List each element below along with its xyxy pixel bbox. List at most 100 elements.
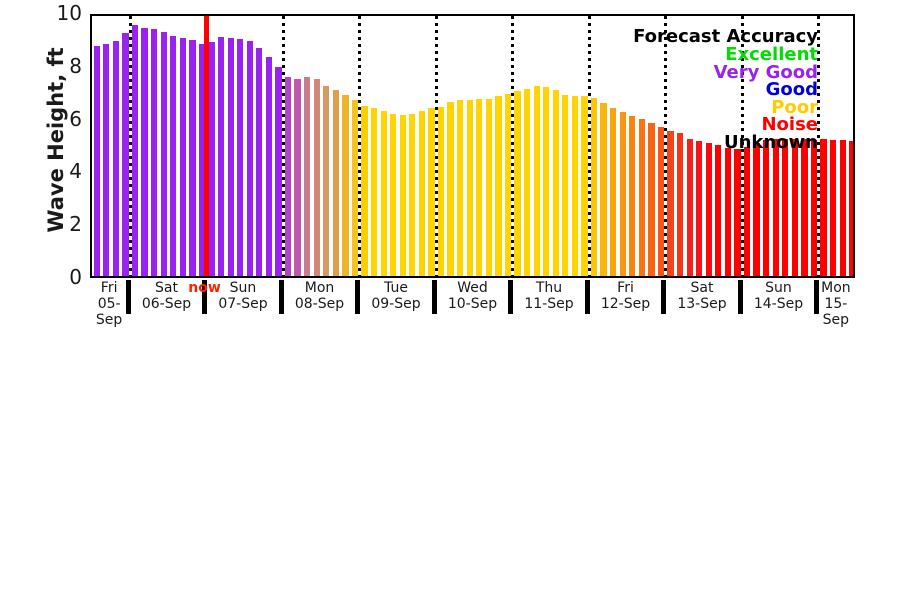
bar bbox=[256, 47, 263, 276]
bar bbox=[418, 111, 426, 276]
x-axis-day-label: Sat 13-Sep bbox=[664, 280, 741, 312]
x-axis-day-separator bbox=[125, 280, 131, 314]
bar bbox=[629, 116, 636, 276]
plot-area bbox=[90, 14, 855, 278]
x-axis-day-of-week: Sat bbox=[690, 280, 714, 296]
bar bbox=[237, 38, 244, 276]
day-boundary-gridline bbox=[664, 16, 668, 276]
bar bbox=[829, 140, 837, 276]
x-axis-day-of-week: Mon bbox=[821, 280, 851, 296]
x-axis-day-label: Mon 08-Sep bbox=[281, 280, 358, 312]
x-axis-day-of-week: Thu bbox=[535, 280, 563, 296]
bar bbox=[304, 76, 311, 276]
x-axis-date: 11-Sep bbox=[524, 296, 574, 312]
x-axis-day-label: Wed 10-Sep bbox=[434, 280, 511, 312]
bar bbox=[772, 138, 779, 276]
x-axis-day-label: Sun 14-Sep bbox=[740, 280, 817, 312]
legend-entry-unknown: Unknown bbox=[723, 131, 818, 153]
x-axis-date: 10-Sep bbox=[447, 296, 498, 312]
bar bbox=[198, 43, 206, 276]
x-axis-date: 06-Sep bbox=[141, 296, 192, 312]
bar bbox=[763, 140, 770, 276]
bar bbox=[820, 138, 827, 276]
bar bbox=[782, 138, 789, 276]
x-axis-day-separator bbox=[202, 280, 208, 314]
bar bbox=[600, 103, 607, 276]
x-axis-day-label: Mon 15-Sep bbox=[817, 280, 855, 328]
bar bbox=[380, 111, 387, 276]
day-boundary-gridline bbox=[587, 16, 591, 276]
bar bbox=[485, 99, 492, 276]
bar bbox=[437, 107, 445, 276]
bar bbox=[657, 126, 665, 276]
bar bbox=[399, 114, 406, 276]
legend-entry-good: Good bbox=[765, 79, 818, 100]
x-axis-date: 13-Sep bbox=[677, 296, 727, 312]
bar bbox=[514, 91, 521, 276]
x-axis-day-separator bbox=[814, 280, 820, 314]
bar bbox=[648, 122, 655, 276]
bar bbox=[170, 35, 177, 276]
bar bbox=[457, 100, 464, 276]
bar bbox=[696, 141, 703, 276]
x-axis-day-label: Sun 07-Sep bbox=[205, 280, 282, 312]
x-axis-day-of-week: Fri bbox=[617, 280, 634, 296]
bar bbox=[93, 46, 100, 276]
bar bbox=[801, 138, 808, 276]
bar bbox=[151, 29, 158, 276]
bar bbox=[313, 79, 320, 276]
bar bbox=[715, 145, 722, 276]
bar bbox=[131, 25, 139, 276]
bar bbox=[294, 79, 301, 276]
bar bbox=[476, 99, 483, 276]
x-axis-date: 08-Sep bbox=[294, 296, 345, 312]
x-axis-day-of-week: Wed bbox=[457, 280, 488, 296]
bar bbox=[208, 42, 215, 276]
bar bbox=[552, 89, 559, 276]
bar bbox=[342, 95, 349, 276]
x-axis-day-band: Fri 05-Sep Sat 06-Sep Sun 07-Sep Mon 08-Sep Tue 0… bbox=[90, 280, 855, 328]
day-boundary-gridline bbox=[817, 16, 821, 276]
bar bbox=[332, 89, 339, 276]
bar bbox=[523, 88, 531, 276]
bar bbox=[533, 85, 540, 276]
x-axis-day-label: Sat 06-Sep bbox=[128, 280, 205, 312]
day-boundary-gridline bbox=[358, 16, 362, 276]
bar bbox=[810, 140, 818, 276]
bar bbox=[179, 38, 186, 276]
x-axis-date: 07-Sep bbox=[218, 296, 268, 312]
bar bbox=[323, 85, 330, 276]
bar bbox=[686, 138, 693, 276]
bar bbox=[495, 96, 502, 276]
bar bbox=[590, 97, 598, 276]
x-axis-day-label: Tue 09-Sep bbox=[358, 280, 435, 312]
bar bbox=[351, 100, 359, 276]
bar bbox=[791, 138, 798, 276]
x-axis-day-label: Fri 05-Sep bbox=[90, 280, 128, 328]
x-axis-day-separator bbox=[737, 280, 743, 314]
x-axis-day-separator bbox=[431, 280, 437, 314]
bar bbox=[265, 56, 273, 276]
bar bbox=[217, 37, 225, 276]
bar bbox=[103, 43, 110, 276]
bar bbox=[581, 96, 588, 276]
bar bbox=[447, 101, 454, 276]
bar bbox=[390, 113, 397, 276]
legend-entry-noise: Noise bbox=[761, 114, 818, 135]
legend-title: Forecast Accuracy bbox=[633, 26, 818, 47]
x-axis-day-separator bbox=[661, 280, 667, 314]
day-boundary-gridline bbox=[740, 16, 744, 276]
legend-entry-poor: Poor bbox=[771, 96, 818, 118]
x-axis-day-label: Thu 11-Sep bbox=[511, 280, 588, 312]
x-axis-day-of-week: Mon bbox=[304, 280, 335, 296]
x-axis-day-of-week: Tue bbox=[384, 280, 408, 296]
bar bbox=[428, 108, 435, 276]
bar bbox=[849, 141, 853, 276]
bar bbox=[743, 146, 751, 276]
x-axis-day-of-week: Sat bbox=[155, 280, 178, 296]
x-axis-day-separator bbox=[355, 280, 361, 314]
now-marker-line bbox=[204, 16, 210, 276]
bar bbox=[122, 33, 129, 276]
bar bbox=[275, 67, 282, 276]
